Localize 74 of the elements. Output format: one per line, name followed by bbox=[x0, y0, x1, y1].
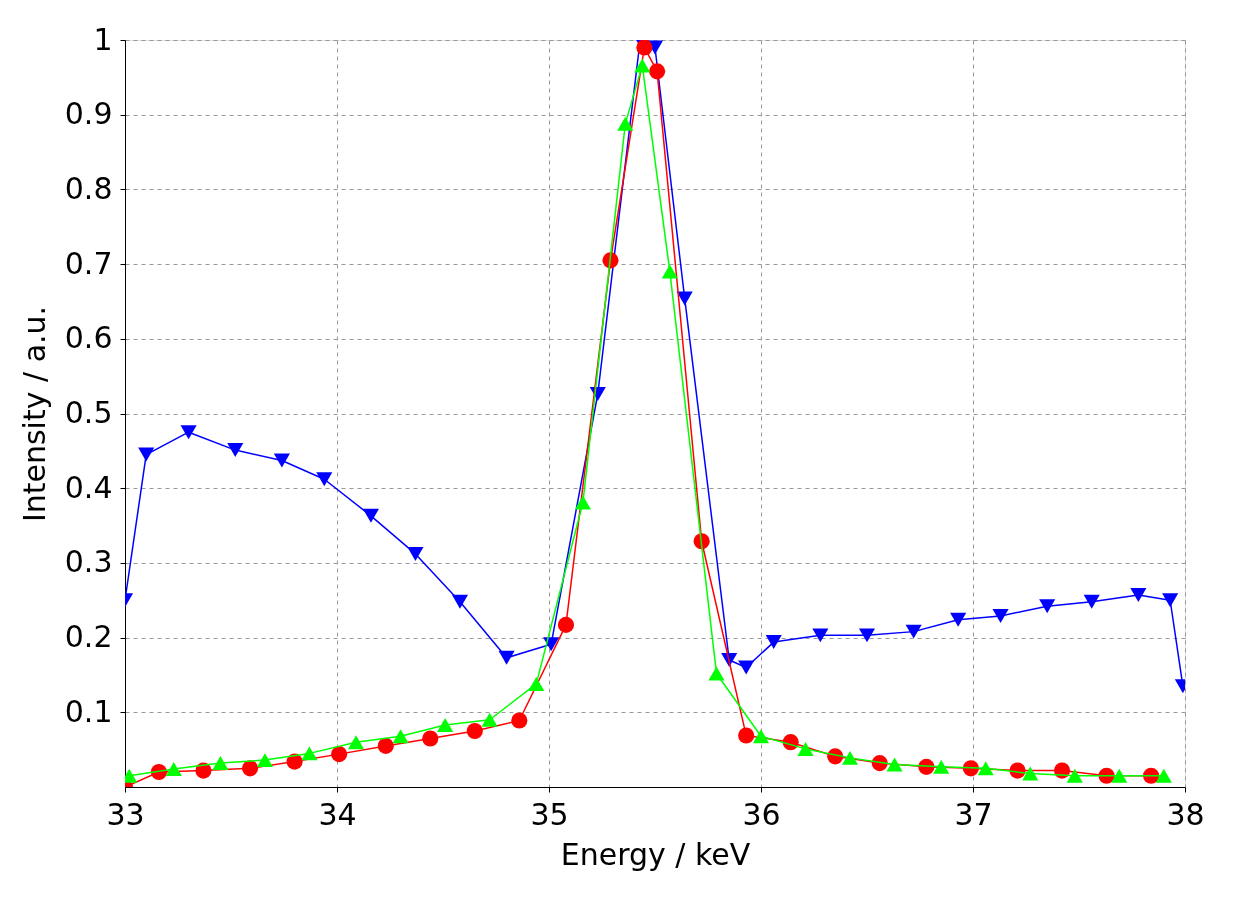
point bbox=[950, 612, 967, 627]
point bbox=[212, 756, 229, 771]
point bbox=[661, 264, 678, 279]
point bbox=[636, 40, 653, 56]
y-axis-title: Intensity / a.u. bbox=[16, 305, 52, 523]
point bbox=[451, 594, 469, 609]
point bbox=[543, 637, 560, 652]
point bbox=[905, 624, 922, 639]
point bbox=[841, 750, 859, 765]
point bbox=[812, 628, 829, 643]
point bbox=[738, 660, 755, 675]
y-tick-label: 0.1 bbox=[64, 693, 113, 729]
point bbox=[1083, 594, 1100, 609]
point bbox=[708, 666, 725, 681]
point bbox=[765, 635, 782, 650]
x-tick-label: 34 bbox=[318, 796, 357, 832]
point bbox=[362, 508, 379, 523]
point bbox=[273, 453, 290, 468]
point bbox=[331, 746, 348, 763]
point bbox=[752, 729, 770, 744]
x-tick-label: 38 bbox=[1166, 796, 1205, 832]
y-tick-label: 1 bbox=[93, 21, 113, 57]
x-tick-label: 36 bbox=[742, 796, 781, 832]
point bbox=[1130, 588, 1147, 602]
y-tick-label: 0.5 bbox=[64, 395, 113, 430]
point bbox=[933, 759, 950, 774]
point bbox=[256, 753, 273, 768]
point bbox=[1162, 593, 1179, 608]
x-axis-title: Energy / keV bbox=[560, 836, 751, 872]
y-tick-label: 0.9 bbox=[64, 96, 113, 132]
point bbox=[1039, 599, 1056, 614]
point bbox=[1066, 768, 1083, 783]
point bbox=[992, 608, 1009, 623]
point bbox=[138, 447, 155, 462]
x-tick-label: 35 bbox=[530, 796, 569, 832]
y-tick-label: 0.8 bbox=[64, 170, 113, 206]
point bbox=[1155, 768, 1172, 783]
point bbox=[1111, 768, 1128, 783]
point bbox=[858, 628, 876, 643]
point bbox=[498, 650, 515, 665]
point bbox=[377, 737, 394, 754]
x-tick-label: 37 bbox=[954, 796, 993, 832]
point bbox=[348, 735, 365, 750]
point bbox=[676, 291, 693, 306]
y-tick-label: 0.3 bbox=[64, 544, 113, 580]
point bbox=[977, 761, 994, 776]
point bbox=[407, 546, 424, 561]
x-tick-label: 33 bbox=[106, 796, 145, 832]
point bbox=[797, 741, 814, 756]
point bbox=[422, 730, 439, 747]
point bbox=[392, 729, 409, 744]
point bbox=[528, 676, 545, 691]
point bbox=[886, 757, 903, 772]
point bbox=[617, 116, 634, 131]
y-tick-label: 0.4 bbox=[64, 469, 113, 505]
point bbox=[466, 722, 483, 740]
y-tick-label: 0.6 bbox=[64, 320, 113, 356]
y-tick-label: 0.2 bbox=[64, 619, 113, 655]
point bbox=[738, 727, 755, 744]
y-tick-label: 0.7 bbox=[64, 245, 113, 281]
point bbox=[316, 472, 333, 487]
point bbox=[511, 712, 528, 729]
point bbox=[481, 712, 498, 727]
point bbox=[301, 746, 318, 761]
point bbox=[180, 425, 197, 440]
point bbox=[634, 58, 651, 73]
point bbox=[1022, 766, 1039, 781]
point bbox=[437, 718, 454, 732]
point bbox=[557, 616, 575, 633]
point bbox=[574, 495, 591, 510]
point bbox=[165, 762, 182, 777]
point bbox=[242, 760, 259, 777]
point bbox=[649, 63, 666, 80]
point bbox=[227, 443, 244, 458]
